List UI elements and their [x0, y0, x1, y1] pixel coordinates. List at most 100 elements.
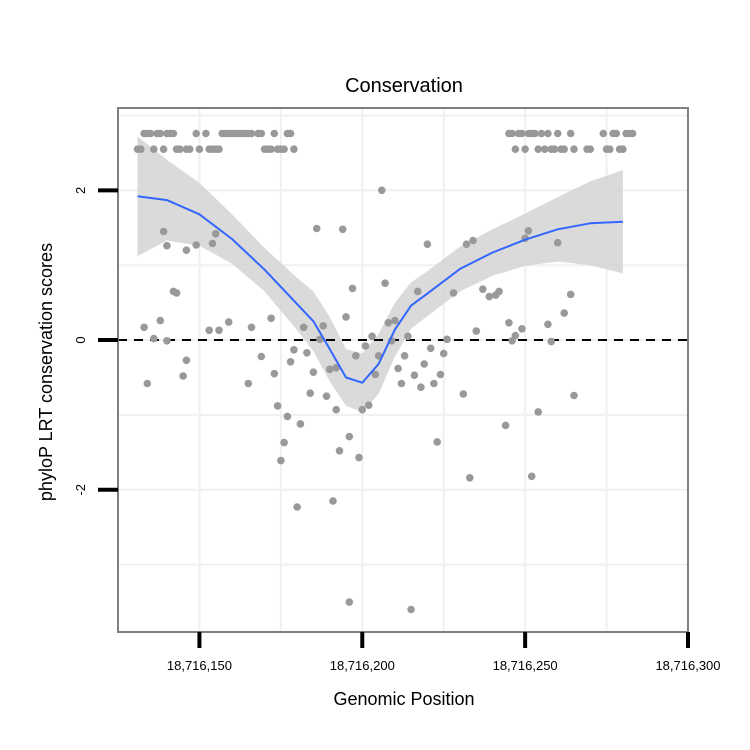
- data-point: [179, 372, 187, 380]
- data-point: [449, 289, 458, 297]
- data-point: [244, 379, 253, 388]
- data-point: [553, 129, 562, 138]
- data-point: [534, 145, 542, 153]
- data-point: [176, 145, 184, 153]
- data-point: [433, 438, 442, 446]
- data-point: [192, 129, 200, 138]
- data-point: [371, 370, 380, 379]
- data-point: [332, 405, 341, 414]
- data-point: [511, 331, 520, 340]
- x-axis-label: Genomic Position: [333, 689, 474, 709]
- data-point: [150, 145, 158, 153]
- data-point: [553, 238, 562, 247]
- y-tick-label: -2: [73, 484, 88, 496]
- data-point: [137, 145, 145, 153]
- data-point: [140, 323, 148, 332]
- data-point: [277, 456, 285, 465]
- data-point: [560, 309, 568, 317]
- data-point: [267, 314, 275, 323]
- data-point: [566, 290, 575, 299]
- data-point: [527, 472, 536, 481]
- data-point: [550, 145, 559, 153]
- data-point: [410, 371, 419, 380]
- data-point: [426, 344, 435, 353]
- data-point: [570, 145, 578, 153]
- data-point: [159, 227, 168, 236]
- data-point: [247, 129, 256, 138]
- data-point: [521, 145, 529, 153]
- data-point: [156, 316, 165, 325]
- data-point: [355, 453, 363, 462]
- data-point: [505, 319, 513, 327]
- data-point: [163, 337, 171, 345]
- smooth-line: [137, 195, 623, 384]
- data-point: [566, 129, 575, 138]
- data-point: [459, 390, 468, 398]
- data-point: [205, 326, 213, 335]
- data-point: [156, 129, 165, 138]
- data-point: [479, 285, 487, 294]
- data-point: [290, 145, 298, 153]
- data-point: [407, 605, 415, 614]
- panel-border: [117, 107, 689, 633]
- data-point: [524, 227, 533, 235]
- data-point: [391, 316, 399, 325]
- data-point: [518, 325, 526, 333]
- data-point: [606, 145, 614, 153]
- data-point: [466, 474, 474, 482]
- data-point: [202, 129, 210, 138]
- data-point: [273, 402, 282, 410]
- y-axis-label: phyloP LRT conservation scores: [36, 243, 56, 501]
- data-point: [325, 365, 334, 374]
- data-point: [417, 383, 425, 392]
- data-point: [531, 129, 539, 138]
- data-point: [358, 405, 367, 414]
- data-point: [420, 360, 429, 368]
- data-points: [133, 129, 637, 614]
- data-point: [215, 326, 223, 335]
- smooth-line-layer: [137, 195, 623, 384]
- data-point: [368, 332, 376, 341]
- data-point: [462, 240, 471, 248]
- data-point: [619, 145, 627, 153]
- data-point: [547, 337, 555, 346]
- data-point: [257, 129, 266, 138]
- data-point: [303, 349, 311, 357]
- data-point: [159, 145, 168, 153]
- data-point: [215, 145, 223, 153]
- data-point: [570, 391, 578, 400]
- x-tick-label: 18,716,200: [330, 658, 395, 673]
- data-point: [329, 497, 337, 505]
- data-point: [306, 389, 315, 398]
- data-point: [508, 129, 516, 138]
- data-point: [518, 129, 526, 138]
- data-point: [413, 287, 422, 296]
- data-point: [365, 401, 373, 410]
- data-point: [182, 356, 191, 365]
- data-point: [501, 421, 510, 430]
- y-axis: -2 0 2: [73, 187, 118, 496]
- data-point: [290, 346, 298, 354]
- data-point: [394, 364, 402, 373]
- data-point: [537, 129, 546, 138]
- data-point: [628, 129, 637, 138]
- data-point: [485, 292, 494, 301]
- data-point: [599, 129, 608, 138]
- data-point: [544, 320, 552, 329]
- data-point: [224, 318, 233, 326]
- data-point: [146, 129, 155, 138]
- data-point: [342, 313, 350, 321]
- data-point: [309, 368, 318, 377]
- data-point: [299, 323, 308, 332]
- data-point: [443, 335, 451, 344]
- data-point: [182, 246, 191, 254]
- data-point: [511, 145, 520, 153]
- data-point: [423, 240, 432, 248]
- data-point: [612, 129, 621, 138]
- chart-title: Conservation: [345, 75, 463, 97]
- data-point: [404, 332, 412, 341]
- data-point: [332, 364, 341, 372]
- data-point: [352, 352, 360, 360]
- data-point: [169, 129, 178, 138]
- data-point: [534, 408, 542, 416]
